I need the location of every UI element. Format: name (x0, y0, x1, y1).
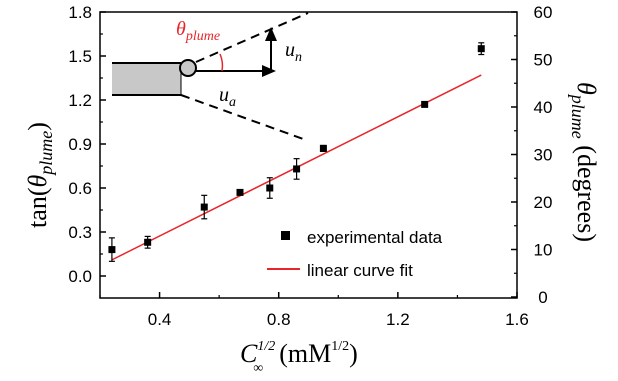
x-tick-label: 1.6 (505, 310, 529, 329)
data-point (236, 188, 244, 196)
y-right-tick-label: 30 (534, 146, 553, 165)
plot-frame (99, 11, 518, 299)
y-left-tick-label: 1.2 (68, 91, 92, 110)
y-left-tick-label: 1.5 (68, 47, 92, 66)
particle-circle (179, 59, 197, 77)
un-arrow-head (265, 27, 277, 41)
y-right-axis-title: θplume (degrees) (568, 82, 601, 242)
data-point (144, 238, 152, 246)
plot-area: 0.4 0.8 1.2 1.6 0.0 0.3 0.6 0.9 1.2 1.5 1.8 0 10 20 30… (68, 3, 552, 329)
data-point (200, 203, 208, 211)
y-left-tick-label: 0.3 (68, 223, 92, 242)
legend-label-data: experimental data (307, 228, 443, 247)
x-tick-label: 0.4 (148, 310, 172, 329)
y-left-axis-title: tan(θplume) (23, 122, 56, 228)
y-left-tick-label: 0.9 (68, 135, 92, 154)
y-left-tick-label: 0.6 (68, 179, 92, 198)
y-right-tick-label: 0 (538, 288, 547, 307)
x-axis-title: C1/2 ∞(mM1/2) (240, 339, 358, 376)
y-right-tick-label: 60 (534, 3, 553, 22)
theta-arc (219, 53, 224, 72)
y-right-tick-label: 20 (534, 193, 553, 212)
inset-ua-label: ua (219, 84, 236, 110)
y-left-tick-label: 0.0 (68, 267, 92, 286)
x-tick-label: 0.8 (267, 310, 291, 329)
x-tick-label: 1.2 (386, 310, 410, 329)
axis-titles: C1/2 ∞(mM1/2) tan(θplume) θplume (degrees) (23, 82, 601, 376)
y-right-tick-label: 50 (534, 51, 553, 70)
data-point (421, 100, 429, 108)
data-point (477, 45, 485, 53)
plume-upper-boundary (195, 12, 309, 63)
data-point (319, 144, 327, 152)
y-right-tick-label: 40 (534, 98, 553, 117)
inset-diagram: θplume un ua (112, 12, 309, 141)
y-left-tick-label: 1.8 (68, 3, 92, 22)
legend: experimental data linear curve fit (267, 228, 443, 280)
inset-un-label: un (285, 39, 302, 65)
plume-lower-boundary (180, 94, 307, 141)
data-point (293, 165, 301, 173)
legend-label-fit: linear curve fit (307, 261, 413, 280)
legend-marker-square (281, 231, 290, 240)
nozzle-body (112, 63, 181, 95)
data-point (266, 184, 274, 192)
data-point (108, 246, 116, 254)
inset-theta-label: θplume (176, 18, 220, 44)
y-right-tick-label: 10 (534, 241, 553, 260)
ua-arrow-head (262, 65, 276, 77)
